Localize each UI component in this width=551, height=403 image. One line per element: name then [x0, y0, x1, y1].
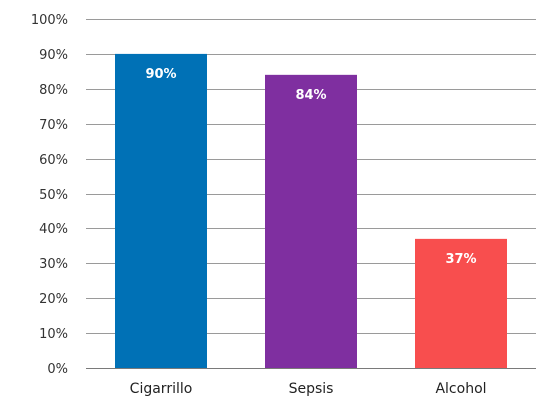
x-category-label: Cigarrillo	[130, 381, 193, 397]
y-tick-label: 50%	[39, 188, 68, 203]
y-tick-label: 20%	[39, 292, 68, 307]
bars	[115, 53, 507, 369]
y-tick-label: 80%	[39, 83, 68, 98]
y-axis-tick-labels: 0% 10% 20% 30% 40% 50% 60% 70% 80% 90% 100%	[31, 13, 68, 377]
bar-alcohol	[415, 238, 507, 368]
y-tick-label: 0%	[47, 362, 68, 377]
data-label: 90%	[145, 67, 176, 82]
x-category-label: Sepsis	[289, 381, 334, 397]
data-label: 84%	[295, 88, 326, 103]
bar-sepsis	[265, 74, 357, 368]
y-tick-label: 30%	[39, 257, 68, 272]
data-labels: 90% 84% 37%	[145, 67, 476, 267]
y-tick-label: 100%	[31, 13, 68, 28]
x-category-label: Alcohol	[435, 381, 486, 397]
y-tick-label: 40%	[39, 222, 68, 237]
y-tick-label: 60%	[39, 153, 68, 168]
x-axis-category-labels: Cigarrillo Sepsis Alcohol	[130, 381, 487, 397]
y-tick-label: 90%	[39, 48, 68, 63]
y-tick-label: 10%	[39, 327, 68, 342]
y-tick-label: 70%	[39, 118, 68, 133]
data-label: 37%	[445, 252, 476, 267]
bar-cigarrillo	[115, 53, 207, 369]
